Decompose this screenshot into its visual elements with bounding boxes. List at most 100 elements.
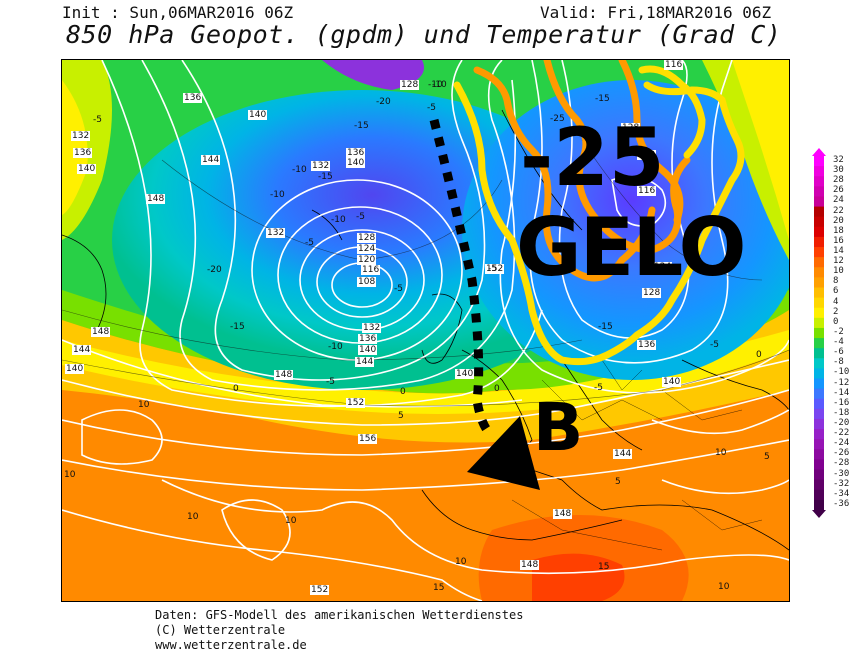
temp-label: 0 xyxy=(233,384,239,394)
geopot-label: 132 xyxy=(311,161,331,171)
colorbar-label: -14 xyxy=(833,387,850,398)
colorbar-label: 0 xyxy=(833,316,839,327)
temp-label: -15 xyxy=(598,322,613,332)
colorbar-swatch xyxy=(814,358,824,369)
colorbar-swatch xyxy=(814,469,824,481)
geopot-label: 116 xyxy=(664,60,684,70)
arctic-cold-core xyxy=(322,60,424,90)
temp-label: -25 xyxy=(550,114,565,124)
colorbar-swatch xyxy=(814,277,824,288)
colorbar-swatch xyxy=(814,186,824,197)
geopot-label: 144 xyxy=(355,357,375,367)
colorbar-label: -8 xyxy=(833,357,844,368)
temp-label: -20 xyxy=(207,265,222,275)
init-time: Init : Sun,06MAR2016 06Z xyxy=(62,3,294,22)
geopot-label: 140 xyxy=(248,110,268,120)
temp-label: -5 xyxy=(427,103,436,113)
colorbar-label: -16 xyxy=(833,397,850,408)
geopot-label: 136 xyxy=(73,148,93,158)
ne-yellow xyxy=(732,60,789,240)
temp-label: 5 xyxy=(615,477,621,487)
geopot-label: 156 xyxy=(358,434,378,444)
geopot-label: 148 xyxy=(274,370,294,380)
colorbar-label: 20 xyxy=(833,215,844,226)
flow-arrow-head xyxy=(467,416,540,490)
colorbar-label: 30 xyxy=(833,165,844,176)
colorbar-swatch xyxy=(814,257,824,268)
colorbar-swatch xyxy=(814,267,824,278)
colorbar-swatch xyxy=(814,439,824,450)
map-title: 850 hPa Geopot. (gpdm) und Temperatur (G… xyxy=(66,20,782,49)
colorbar-swatch xyxy=(814,206,824,218)
colorbar-label: 4 xyxy=(833,296,839,307)
colorbar-label: -2 xyxy=(833,326,844,337)
map-canvas xyxy=(62,60,789,601)
temp-label: -5 xyxy=(305,238,314,248)
geopot-label: 120 xyxy=(357,255,377,265)
geopot-label: 128 xyxy=(642,288,662,298)
geopot-label: 136 xyxy=(637,340,657,350)
footer: Daten: GFS-Modell des amerikanischen Wet… xyxy=(155,608,523,653)
colorbar-label: -24 xyxy=(833,438,850,449)
geopot-label: 140 xyxy=(346,158,366,168)
colorbar-swatch xyxy=(814,176,824,187)
colorbar-swatch xyxy=(814,327,824,339)
colorbar-label: -30 xyxy=(833,468,850,479)
temp-label: -10 xyxy=(270,190,285,200)
colorbar-swatch xyxy=(814,338,824,349)
weather-map xyxy=(61,59,790,602)
geopot-label: 136 xyxy=(358,334,378,344)
colorbar-label: 28 xyxy=(833,175,844,186)
colorbar-label: 6 xyxy=(833,286,839,297)
temp-label: -15 xyxy=(318,172,333,182)
geopot-label: 124 xyxy=(653,262,673,272)
colorbar-swatch xyxy=(814,216,824,228)
temp-label: -10 xyxy=(428,80,443,90)
geopot-label: 128 xyxy=(400,80,420,90)
temp-label: 0 xyxy=(494,384,500,394)
colorbar-swatch xyxy=(814,317,824,329)
temperature-colorbar xyxy=(812,148,850,518)
orange-isotherm-lines xyxy=(473,60,691,282)
colorbar-arrow-bottom xyxy=(812,510,826,518)
gelo-annotation: GELO xyxy=(516,201,746,294)
temp-label: 10 xyxy=(187,512,199,522)
colorbar-label: 8 xyxy=(833,276,839,287)
colorbar-swatch xyxy=(814,156,824,167)
geopot-label: 108 xyxy=(357,277,377,287)
geopot-label: 128 xyxy=(357,233,377,243)
temp-label: -5 xyxy=(394,284,403,294)
geopot-label: 136 xyxy=(346,148,366,158)
colorbar-swatch xyxy=(814,247,824,258)
country-borders xyxy=(511,359,763,551)
colorbar-swatch xyxy=(814,368,824,380)
colorbar-label: -10 xyxy=(833,367,850,378)
colorbar-label: 32 xyxy=(833,155,844,165)
footer-source: Daten: GFS-Modell des amerikanischen Wet… xyxy=(155,608,524,622)
colorbar-label: 24 xyxy=(833,195,844,206)
colorbar-swatch xyxy=(814,226,824,238)
temp-label: 10 xyxy=(718,582,730,592)
geopot-label: 132 xyxy=(71,131,91,141)
colorbar-swatch xyxy=(814,166,824,177)
temp-label: -5 xyxy=(356,212,365,222)
geopot-label: 152 xyxy=(346,398,366,408)
temp-label: 10 xyxy=(715,448,727,458)
colorbar-swatch xyxy=(814,398,824,410)
temp-label: -15 xyxy=(354,121,369,131)
colorbar-label: -22 xyxy=(833,428,850,439)
geopot-label: 152 xyxy=(485,264,505,274)
temp-label: 10 xyxy=(285,516,297,526)
colorbar-label: 2 xyxy=(833,306,839,317)
colorbar-label: -28 xyxy=(833,458,850,469)
cold-air-flow-path xyxy=(429,118,491,433)
temp-label: -5 xyxy=(488,264,497,274)
hot-core xyxy=(532,553,625,601)
geopot-label: 140 xyxy=(662,377,682,387)
colorbar-swatch xyxy=(814,236,824,248)
colorbar-swatch xyxy=(814,287,824,299)
footer-website: www.wetterzentrale.de xyxy=(155,638,307,652)
colorbar-label: -36 xyxy=(833,498,850,509)
colorbar-arrow-top xyxy=(812,148,826,156)
temp-label: -20 xyxy=(376,97,391,107)
